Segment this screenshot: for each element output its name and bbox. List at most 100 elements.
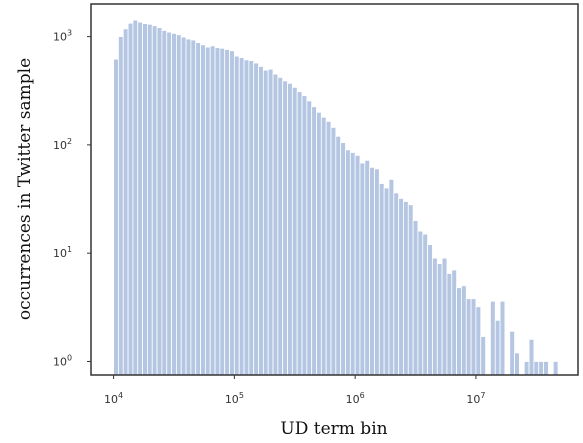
histogram-bar — [296, 91, 303, 376]
x-tick-label: 106 — [346, 391, 365, 406]
histogram-bar — [118, 36, 124, 376]
plot-frame — [90, 3, 579, 376]
histogram-bar — [490, 300, 496, 376]
histogram-bar — [335, 135, 342, 376]
histogram-bar — [523, 361, 530, 376]
histogram-bar — [301, 95, 308, 376]
histogram-bar — [151, 25, 158, 376]
histogram-bar — [180, 36, 187, 376]
histogram-bar — [171, 33, 177, 376]
x-axis-title: UD term bin — [280, 419, 387, 439]
histogram-bar — [364, 159, 371, 376]
histogram-bar — [417, 230, 424, 376]
histogram-bar — [219, 47, 226, 376]
histogram-bar — [374, 168, 380, 376]
histogram-bar — [494, 319, 501, 376]
histogram-bar — [456, 287, 462, 376]
histogram-bar — [499, 300, 506, 376]
y-axis-ticks: 100 101 102 103 — [53, 29, 91, 368]
histogram-bar — [393, 192, 400, 376]
histogram-bar — [407, 204, 414, 376]
histogram-bar — [436, 263, 443, 376]
histogram-bar — [132, 19, 139, 376]
histogram-bar — [552, 361, 559, 376]
histogram-bar — [345, 149, 351, 376]
histogram-bar — [383, 187, 390, 376]
histogram-bar — [161, 30, 168, 376]
y-tick-label: 103 — [53, 29, 72, 44]
histogram-bar — [190, 39, 197, 376]
x-tick-label: 104 — [104, 391, 123, 406]
histogram-bar — [137, 21, 143, 376]
histogram-bar — [349, 152, 356, 376]
bar-series — [113, 19, 559, 376]
histogram-bar — [214, 47, 221, 376]
histogram-bar — [475, 306, 482, 376]
histogram-bar — [195, 42, 201, 376]
histogram-bar — [509, 330, 515, 376]
histogram-bar — [156, 27, 163, 376]
histogram-bar — [316, 111, 322, 376]
histogram-bar — [354, 154, 361, 376]
histogram-bar — [543, 361, 549, 376]
histogram-bar — [113, 58, 119, 376]
histogram-bar — [528, 338, 535, 376]
histogram-bar — [451, 269, 457, 376]
histogram-bar — [243, 59, 250, 376]
histogram-bar — [427, 244, 433, 376]
histogram-bar — [306, 100, 313, 376]
histogram-bar — [204, 46, 211, 376]
histogram-bar — [258, 66, 264, 376]
histogram-bar — [359, 162, 366, 376]
histogram-bar — [403, 201, 409, 376]
histogram-bar — [175, 34, 182, 376]
histogram-bar — [320, 116, 327, 376]
histogram-bar — [291, 86, 298, 376]
histogram-bar — [514, 352, 520, 376]
histogram-bar — [229, 50, 235, 376]
histogram-bar — [248, 60, 255, 376]
histogram-bar — [461, 285, 467, 376]
histogram-bar — [441, 257, 448, 376]
histogram-bar — [272, 73, 279, 376]
histogram-bar — [209, 45, 216, 376]
histogram-bar — [369, 166, 375, 376]
histogram-bar — [122, 28, 129, 376]
histogram-bar — [262, 69, 269, 376]
y-tick-label: 102 — [53, 137, 72, 152]
histogram-bar — [330, 127, 337, 376]
histogram-bar — [378, 183, 385, 376]
x-axis-ticks: 104 105 106 107 — [104, 375, 485, 406]
histogram-bar — [340, 142, 346, 376]
histogram-bar — [432, 257, 438, 376]
histogram-bar — [465, 298, 472, 376]
histogram-bar — [142, 23, 148, 376]
histogram-bar — [422, 233, 429, 376]
histogram-bar — [166, 31, 172, 376]
histogram-bar — [287, 82, 293, 376]
histogram-bar — [277, 77, 284, 376]
histogram-bar — [147, 23, 153, 376]
histogram-bar — [238, 57, 245, 376]
histogram-bar — [311, 106, 317, 376]
histogram-bar — [224, 49, 230, 376]
histogram-bar — [200, 44, 206, 376]
histogram-bar — [538, 361, 544, 376]
histogram-bar — [480, 336, 486, 376]
y-axis-title: occurrences in Twitter sample — [15, 58, 35, 320]
histogram-bar — [233, 55, 240, 376]
histogram-bar — [388, 179, 395, 376]
histogram-bar — [185, 38, 192, 376]
x-tick-label: 105 — [225, 391, 244, 406]
histogram-bar — [127, 22, 134, 376]
histogram-bar — [267, 68, 274, 376]
histogram-bar — [282, 80, 288, 376]
histogram-bar — [533, 361, 540, 376]
x-tick-label: 107 — [466, 391, 485, 406]
histogram-bar — [398, 198, 404, 376]
histogram-bar — [253, 62, 259, 376]
histogram-bar — [470, 298, 477, 376]
y-tick-label: 101 — [53, 245, 72, 260]
histogram-bar — [446, 273, 453, 376]
